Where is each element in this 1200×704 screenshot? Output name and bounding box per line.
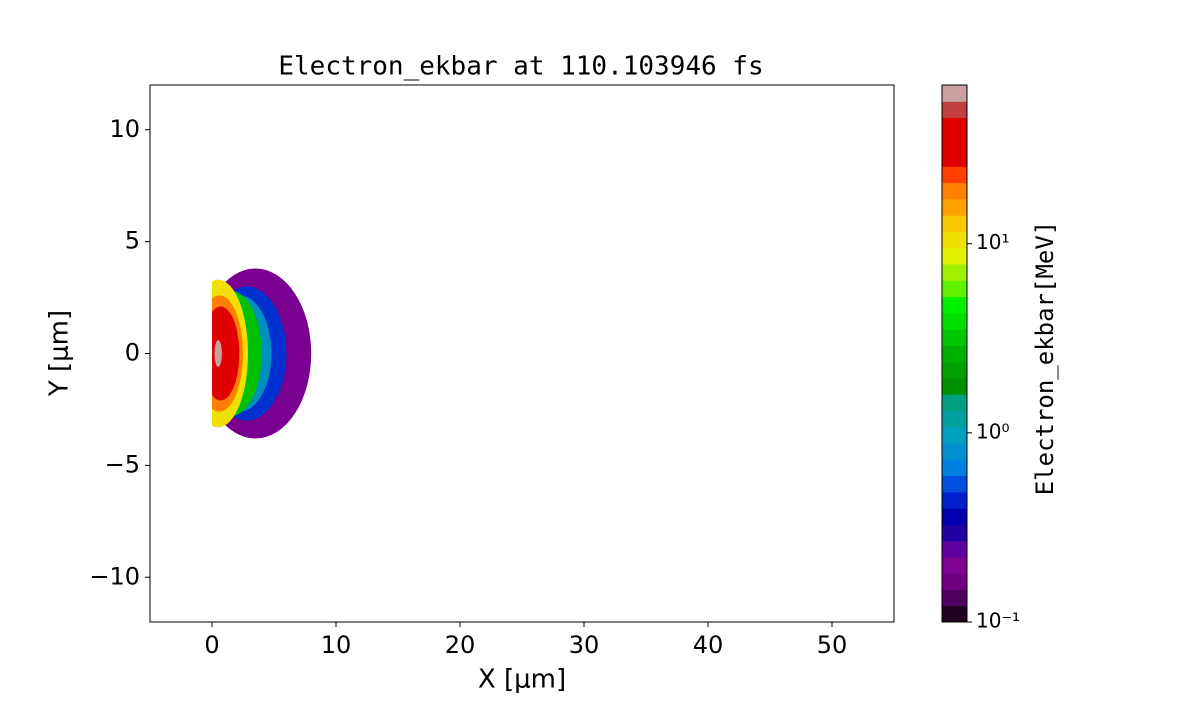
colorbar-segment [942,247,967,265]
colorbar-segment [942,410,967,428]
y-tick-label: 10 [109,115,140,143]
colorbar-tick-label: 10¹ [976,230,1009,254]
colorbar-segment [942,182,967,200]
colorbar-segment [942,133,967,151]
contour-region [212,306,240,401]
y-tick-label: 0 [125,339,140,367]
y-tick-label: −5 [105,450,140,478]
colorbar-segment [942,329,967,346]
colorbar-segment [942,198,967,216]
x-axis-label: X [μm] [478,665,566,695]
x-tick-label: 50 [817,631,848,659]
colorbar-segment [942,377,967,395]
colorbar-segment [942,85,967,102]
x-tick-label: 0 [204,631,219,659]
colorbar-segment [942,394,967,411]
contour-region [214,340,222,367]
colorbar-segment [942,589,967,607]
colorbar-segment [942,459,967,477]
colorbar-segment [942,101,967,119]
x-tick-label: 10 [321,631,352,659]
colorbar-segment [942,573,967,590]
colorbar-segment [942,475,967,493]
colorbar-segment [942,312,967,330]
y-axis-label: Y [μm] [45,310,75,397]
colorbar-segment [942,443,967,460]
colorbar-segment [942,491,967,509]
colorbar-segment [942,361,967,379]
colorbar-tick-label: 10⁰ [976,419,1009,443]
colorbar-tick-label: 10⁻¹ [976,609,1020,633]
chart-title: Electron_ekbar at 110.103946 fs [278,52,763,82]
x-tick-label: 40 [693,631,724,659]
colorbar-segment [942,345,967,363]
colorbar-segment [942,605,967,623]
x-tick-label: 30 [569,631,600,659]
colorbar-segment [942,280,967,298]
colorbar-segment [942,264,967,281]
colorbar-segment [942,166,967,184]
colorbar-segment [942,426,967,444]
colorbar-segment [942,524,967,542]
colorbar-segment [942,215,967,232]
colorbar-segment [942,150,967,167]
colorbar-segment [942,556,967,574]
y-tick-label: 5 [125,227,140,255]
colorbar-frame [941,84,968,623]
x-tick-label: 20 [445,631,476,659]
colorbar-segment [942,540,967,558]
y-tick-label: −10 [89,562,140,590]
colorbar-segment [942,508,967,525]
colorbar-segment [942,117,967,135]
colorbar-label: Electron_ekbar[MeV] [1031,221,1059,496]
colorbar-segment [942,231,967,249]
colorbar-segment [942,296,967,314]
